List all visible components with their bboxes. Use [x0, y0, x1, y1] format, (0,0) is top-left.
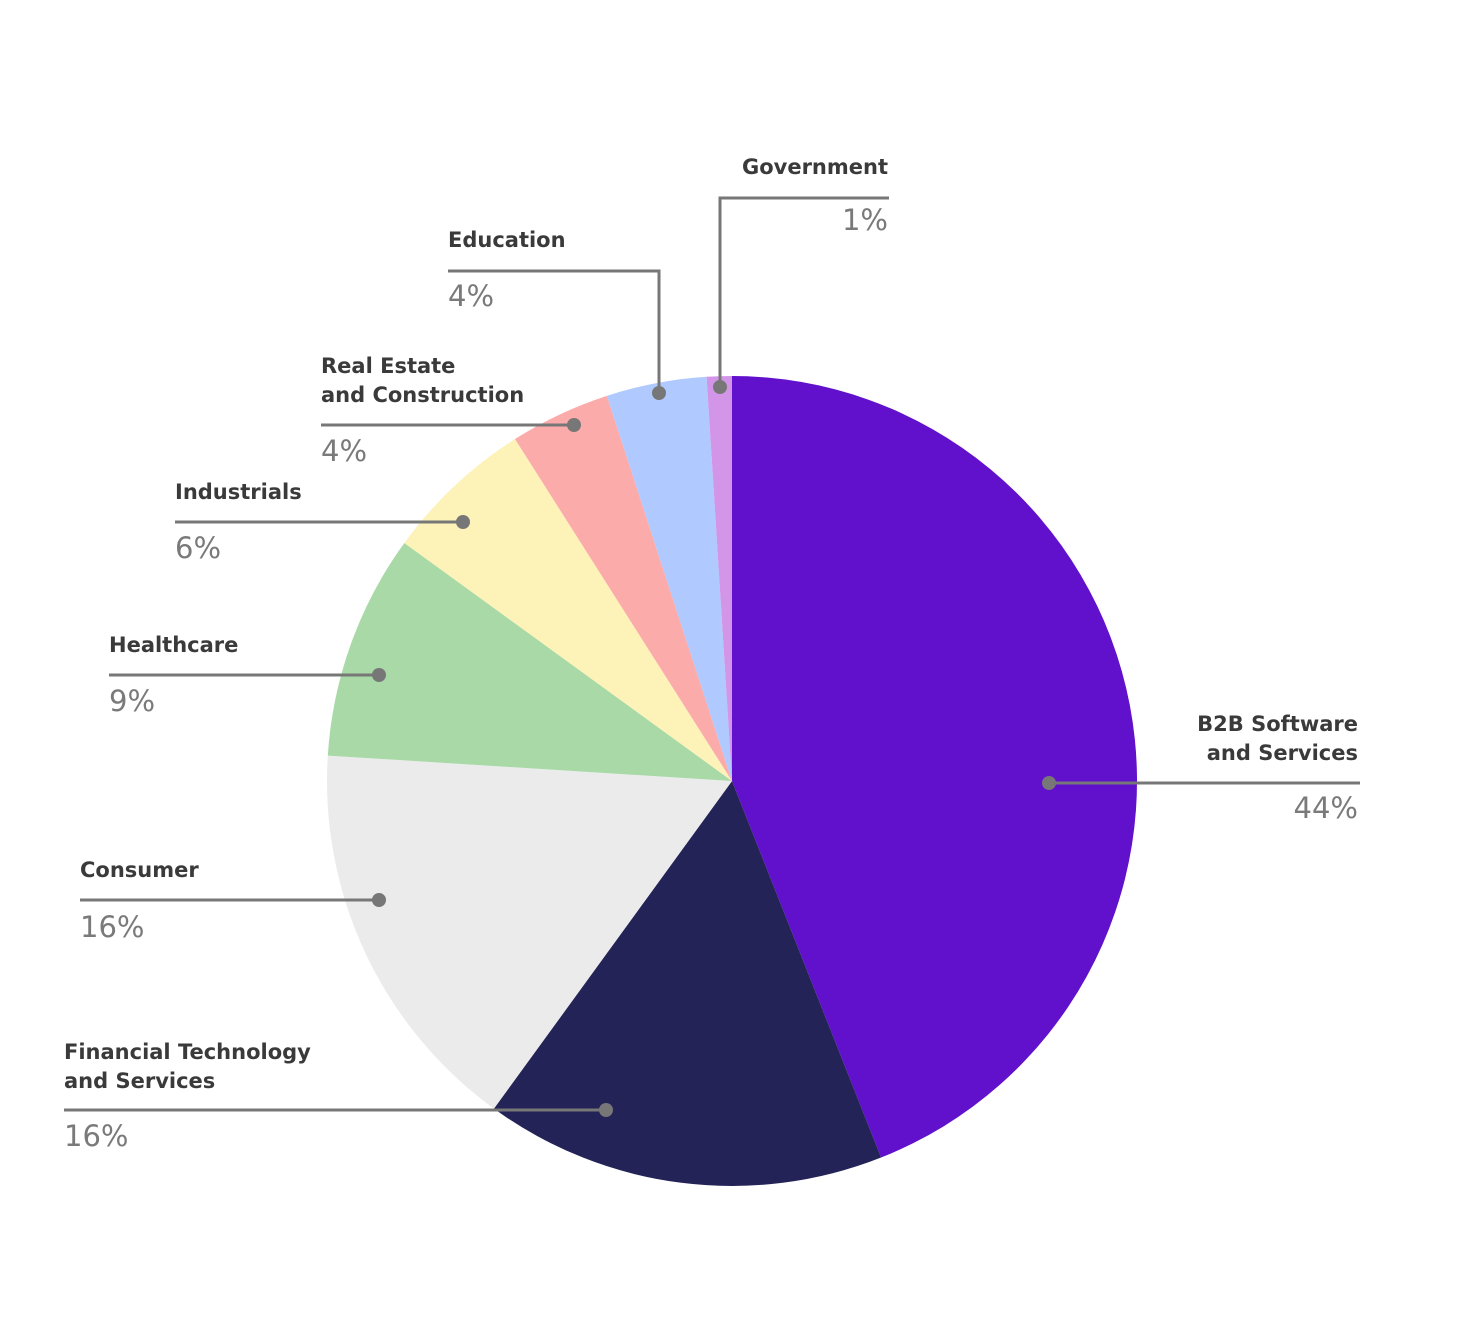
- leader-dot: [372, 668, 386, 682]
- leader-line: [448, 269, 661, 393]
- slice-label-group-7: Education 4%: [448, 228, 666, 400]
- percent-label: 44%: [1294, 791, 1358, 825]
- slice-label-group-4: Healthcare 9%: [109, 633, 386, 718]
- leader-dot: [713, 380, 727, 394]
- leader-dot: [652, 386, 666, 400]
- slice-label-group-8: Government 1%: [713, 155, 889, 394]
- leader-dot: [372, 893, 386, 907]
- pie-slice-4: [327, 542, 732, 781]
- category-label: Financial Technology: [64, 1040, 311, 1064]
- slice-label-group-5: Industrials 6%: [175, 480, 470, 565]
- percent-label: 9%: [109, 684, 155, 718]
- pie-slice-2: [493, 781, 882, 1186]
- category-label: Consumer: [80, 858, 199, 882]
- category-label: Government: [742, 155, 888, 179]
- slice-label-group-2: Financial Technology and Services 16%: [64, 1040, 613, 1153]
- pie-slice-7: [606, 376, 732, 781]
- slice-label-group-3: Consumer 16%: [80, 858, 386, 944]
- leader-line: [718, 196, 889, 387]
- pie-slices: [327, 376, 1138, 1186]
- category-label: and Services: [64, 1069, 215, 1093]
- pie-slice-8: [706, 376, 732, 781]
- percent-label: 1%: [842, 203, 888, 237]
- leader-dot: [456, 515, 470, 529]
- category-label: and Construction: [321, 383, 524, 407]
- slice-label-group-6: Real Estate and Construction 4%: [321, 354, 581, 468]
- leader-dot: [567, 418, 581, 432]
- pie-slice-3: [327, 755, 732, 1109]
- percent-label: 16%: [64, 1119, 128, 1153]
- category-label: Education: [448, 228, 566, 252]
- percent-label: 4%: [321, 434, 367, 468]
- leader-dot: [599, 1103, 613, 1117]
- category-label: Industrials: [175, 480, 302, 504]
- slice-labels: B2B Software and Services 44% Financial Tec…: [64, 155, 1360, 1153]
- category-label: Healthcare: [109, 633, 238, 657]
- pie-slice-6: [514, 395, 732, 781]
- category-label: B2B Software: [1197, 712, 1358, 736]
- pie-slice-1: [732, 376, 1138, 1158]
- percent-label: 6%: [175, 531, 221, 565]
- category-label: Real Estate: [321, 354, 455, 378]
- leader-dot: [1042, 776, 1056, 790]
- slice-label-group-1: B2B Software and Services 44%: [1042, 712, 1360, 825]
- pie-slice-5: [404, 439, 732, 781]
- percent-label: 4%: [448, 279, 494, 313]
- category-label: and Services: [1207, 741, 1358, 765]
- percent-label: 16%: [80, 910, 144, 944]
